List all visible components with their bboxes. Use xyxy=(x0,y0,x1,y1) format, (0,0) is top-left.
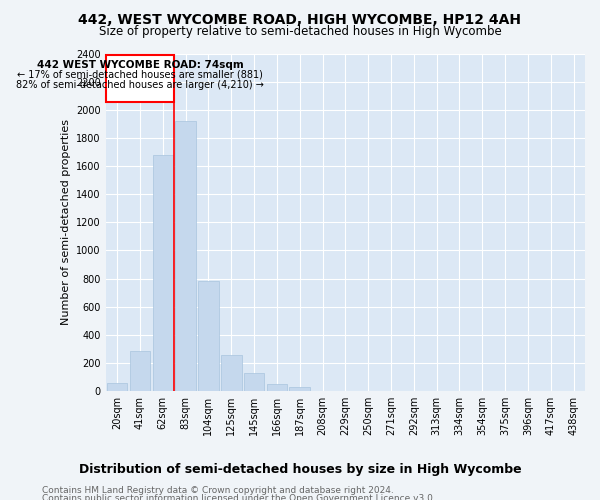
Bar xyxy=(244,372,265,391)
Y-axis label: Number of semi-detached properties: Number of semi-detached properties xyxy=(61,120,71,326)
Text: Size of property relative to semi-detached houses in High Wycombe: Size of property relative to semi-detach… xyxy=(98,25,502,38)
Text: Contains HM Land Registry data © Crown copyright and database right 2024.: Contains HM Land Registry data © Crown c… xyxy=(42,486,394,495)
Text: 442, WEST WYCOMBE ROAD, HIGH WYCOMBE, HP12 4AH: 442, WEST WYCOMBE ROAD, HIGH WYCOMBE, HP… xyxy=(79,12,521,26)
Bar xyxy=(289,386,310,391)
Text: ← 17% of semi-detached houses are smaller (881): ← 17% of semi-detached houses are smalle… xyxy=(17,70,263,80)
Bar xyxy=(107,383,127,391)
Bar xyxy=(152,155,173,391)
Bar xyxy=(198,282,218,391)
Text: Distribution of semi-detached houses by size in High Wycombe: Distribution of semi-detached houses by … xyxy=(79,462,521,475)
Bar xyxy=(266,384,287,391)
Bar xyxy=(130,351,150,391)
Text: 82% of semi-detached houses are larger (4,210) →: 82% of semi-detached houses are larger (… xyxy=(16,80,264,90)
Bar xyxy=(221,355,242,391)
Bar xyxy=(175,122,196,391)
Text: 442 WEST WYCOMBE ROAD: 74sqm: 442 WEST WYCOMBE ROAD: 74sqm xyxy=(37,60,244,70)
Bar xyxy=(106,56,174,102)
Text: Contains public sector information licensed under the Open Government Licence v3: Contains public sector information licen… xyxy=(42,494,436,500)
